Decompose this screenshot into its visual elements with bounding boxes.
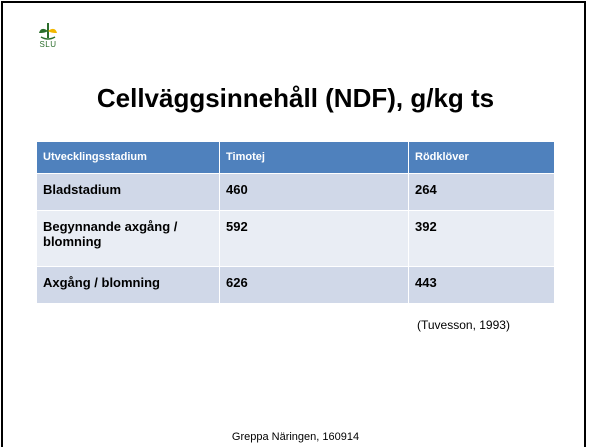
table-cell: Bladstadium [37,173,220,211]
table-cell: 264 [408,173,555,211]
data-table: Utvecklingsstadium Timotej Rödklöver Bla… [37,142,555,304]
table-cell: 626 [219,266,409,304]
header-row: Utvecklingsstadium Timotej Rödklöver [37,142,555,174]
header-cell: Utvecklingsstadium [37,142,220,174]
table-cell: 460 [219,173,409,211]
table-cell: Begynnande axgång / blomning [37,210,220,267]
footer: Greppa Näringen, 160914 [231,431,360,443]
citation: (Tuvesson, 1993) [417,318,510,332]
table-cell: Axgång / blomning [37,266,220,304]
table-row: Axgång / blomning 626 443 [37,266,555,304]
logo-icon [39,23,57,40]
table-row: Begynnande axgång / blomning 592 392 [37,210,555,267]
header-cell: Timotej [219,142,409,174]
header-cell: Rödklöver [408,142,555,174]
logo-text: SLU [39,40,57,49]
logo: SLU [33,21,63,57]
table-cell: 592 [219,210,409,267]
table-cell: 392 [408,210,555,267]
slide-title: Cellväggsinnehåll (NDF), g/kg ts [96,83,495,113]
table-cell: 443 [408,266,555,304]
table-row: Bladstadium 460 264 [37,173,555,211]
table-body: Bladstadium 460 264 Begynnande axgång / blo… [37,173,555,304]
